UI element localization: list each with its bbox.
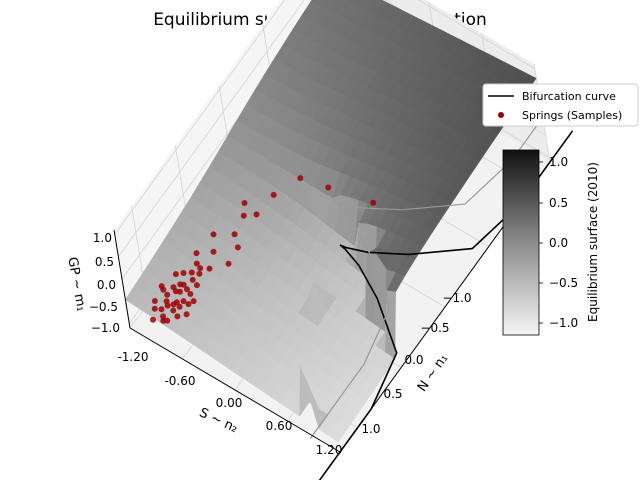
y-axis-ticks: -1.20 -0.60 0.00 0.60 1.20	[117, 350, 342, 457]
sample-point	[151, 305, 158, 312]
sample-point	[234, 244, 241, 251]
grid-line	[114, 0, 286, 235]
y-tick-label: 1.20	[316, 443, 343, 457]
z-tick-label: 1.0	[93, 231, 112, 245]
sample-point	[189, 276, 196, 283]
sample-point	[185, 301, 192, 308]
sample-point	[240, 212, 247, 219]
sample-point	[164, 291, 171, 298]
sample-point	[158, 306, 165, 313]
sample-point	[170, 307, 177, 314]
sample-point	[241, 200, 248, 206]
sample-point	[180, 298, 187, 305]
sample-point	[325, 184, 332, 191]
z-axis-label: GP ~ m₁	[64, 256, 88, 313]
colorbar-tick-label: −1.0	[549, 316, 578, 330]
sample-point	[210, 231, 217, 238]
bifurcation-curve-floor	[318, 130, 574, 480]
y-tick-label: 0.60	[266, 419, 293, 433]
sample-point	[225, 260, 232, 267]
sample-point	[151, 298, 158, 304]
z-tick-label: −0.5	[89, 300, 118, 314]
colorbar: 1.0 0.5 0.0 −0.5 −1.0 Equilibrium surfac…	[502, 149, 600, 336]
x-tick-label: −0.5	[420, 321, 449, 335]
sample-point	[174, 313, 181, 320]
sample-point	[193, 260, 200, 267]
sample-point	[170, 284, 177, 291]
z-tick-label: 0.0	[97, 278, 116, 292]
sample-point	[187, 291, 194, 297]
colorbar-tick-label: 0.0	[549, 236, 568, 250]
sample-point	[158, 283, 165, 290]
sample-point	[160, 313, 167, 320]
sample-point	[163, 298, 170, 305]
legend-marker-swatch	[498, 112, 504, 118]
sample-point	[193, 250, 200, 257]
sample-point	[170, 301, 177, 308]
y-axis-line	[129, 327, 341, 453]
z-tick-label: −1.0	[91, 321, 120, 335]
y-tick-label: 0.00	[216, 396, 243, 410]
z-axis-line	[113, 229, 131, 329]
sample-point	[196, 270, 203, 277]
sample-point	[176, 303, 183, 310]
sample-point	[150, 316, 156, 323]
sample-point	[180, 270, 187, 276]
grid-line	[417, 0, 535, 69]
sample-point	[172, 271, 179, 278]
sample-point	[253, 211, 260, 218]
z-axis-ticks: 1.0 0.5 0.0 −0.5 −1.0	[89, 231, 120, 335]
sample-point	[197, 265, 204, 272]
sample-point	[183, 311, 190, 318]
sample-point	[231, 231, 238, 238]
sample-point	[193, 282, 200, 289]
sample-point	[180, 281, 187, 288]
grid-line	[118, 0, 305, 257]
legend-label: Springs (Samples)	[522, 109, 622, 122]
sample-points	[150, 175, 377, 324]
legend-label: Bifurcation curve	[522, 90, 616, 103]
sample-point	[188, 269, 195, 276]
colorbar-tick-label: 1.0	[549, 155, 568, 169]
x-tick-label: −1.0	[442, 291, 471, 305]
sample-point	[270, 191, 277, 198]
sample-point	[184, 286, 190, 293]
y-tick-label: -1.20	[117, 350, 148, 364]
colorbar-label: Equilibrium surface (2010)	[586, 162, 600, 322]
x-tick-label: 0.5	[383, 387, 402, 401]
sample-point	[210, 248, 217, 255]
y-axis-label: S ~ n₂	[197, 405, 240, 436]
bifurcation-curve-surface	[309, 85, 566, 439]
colorbar-ticks	[539, 161, 543, 324]
sample-point	[160, 317, 167, 324]
x-tick-label: 1.0	[361, 422, 380, 436]
colorbar-gradient	[502, 149, 540, 336]
colorbar-tick-label: 0.5	[549, 196, 568, 210]
x-axis-ticks: −1.0 −0.5 0.0 0.5 1.0	[361, 291, 471, 436]
sample-point	[206, 265, 213, 272]
colorbar-tick-label: −0.5	[549, 276, 578, 290]
equilibrium-surface	[125, 0, 537, 443]
legend: Bifurcation curve Springs (Samples)	[482, 83, 639, 127]
fold-curve	[309, 85, 574, 480]
sample-point	[297, 175, 304, 182]
legend-box	[482, 83, 639, 127]
sample-point	[370, 199, 377, 206]
sample-point	[190, 298, 197, 305]
y-tick-label: -0.60	[164, 374, 195, 388]
x-tick-label: 0.0	[404, 353, 423, 367]
surface-patch	[328, 421, 349, 443]
z-tick-label: 0.5	[95, 255, 114, 269]
